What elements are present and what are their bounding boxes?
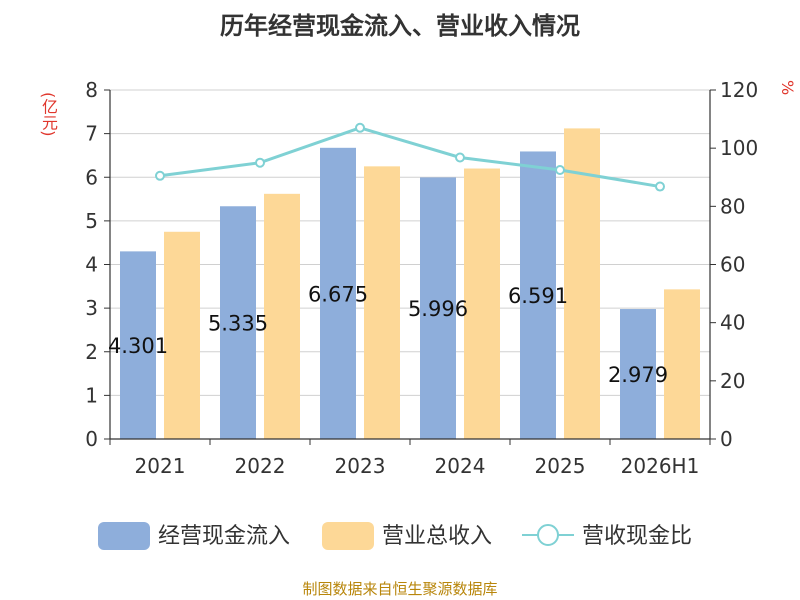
ratio-point [255, 157, 265, 168]
ratio-point [155, 170, 165, 181]
legend-swatch [322, 522, 374, 550]
bar-revenue [164, 231, 200, 439]
x-tick-label: 2024 [435, 454, 486, 478]
legend-swatch [98, 522, 150, 550]
legend-label: 营收现金比 [582, 524, 692, 549]
right-tick-label: 80 [720, 194, 745, 218]
right-tick-label: 40 [720, 311, 745, 335]
legend-marker [537, 524, 559, 546]
left-axis-unit: (亿元) [39, 92, 58, 137]
right-axis-unit: % [778, 80, 797, 96]
bar-cash-inflow [520, 151, 556, 439]
left-tick-label: 1 [85, 383, 98, 407]
bar-cash-inflow [220, 206, 256, 439]
chart-title: 历年经营现金流入、营业收入情况 [220, 12, 580, 40]
left-tick-label: 8 [85, 78, 98, 102]
bar-value-label: 5.996 [408, 297, 468, 321]
bar-revenue [264, 193, 300, 439]
bar-value-label: 4.301 [108, 334, 168, 358]
left-tick-label: 6 [85, 165, 98, 189]
bar-value-label: 2.979 [608, 363, 668, 387]
left-tick-label: 3 [85, 296, 98, 320]
ratio-point [655, 181, 665, 192]
ratio-point [455, 152, 465, 163]
left-tick-label: 2 [85, 340, 98, 364]
x-tick-label: 2022 [235, 454, 286, 478]
left-tick-label: 7 [85, 122, 98, 146]
bar-revenue [564, 128, 600, 439]
x-tick-label: 2021 [135, 454, 186, 478]
legend-label: 经营现金流入 [158, 524, 290, 549]
x-tick-label: 2023 [335, 454, 386, 478]
left-tick-label: 0 [85, 427, 98, 451]
ratio-line [159, 126, 661, 189]
left-tick-label: 4 [85, 253, 98, 277]
ratio-point [355, 122, 365, 133]
bar-value-label: 5.335 [208, 312, 268, 336]
x-tick-label: 2026H1 [621, 454, 700, 478]
bar-cash-inflow [420, 177, 456, 439]
bar-revenue [364, 166, 400, 439]
right-tick-label: 120 [720, 78, 758, 102]
ratio-point [555, 164, 565, 175]
bar-cash-inflow [120, 251, 156, 439]
right-tick-label: 0 [720, 427, 733, 451]
bar-cash-inflow [320, 147, 356, 439]
right-tick-label: 60 [720, 253, 745, 277]
bar-value-label: 6.591 [508, 284, 568, 308]
right-tick-label: 20 [720, 369, 745, 393]
source-note: 制图数据来自恒生聚源数据库 [302, 580, 498, 598]
legend-label: 营业总收入 [382, 524, 492, 549]
left-tick-label: 5 [85, 209, 98, 233]
bar-cash-inflow [620, 309, 656, 439]
bar-revenue [464, 168, 500, 439]
right-tick-label: 100 [720, 136, 758, 160]
bar-revenue [664, 289, 700, 439]
bar-value-label: 6.675 [308, 282, 368, 306]
x-tick-label: 2025 [535, 454, 586, 478]
